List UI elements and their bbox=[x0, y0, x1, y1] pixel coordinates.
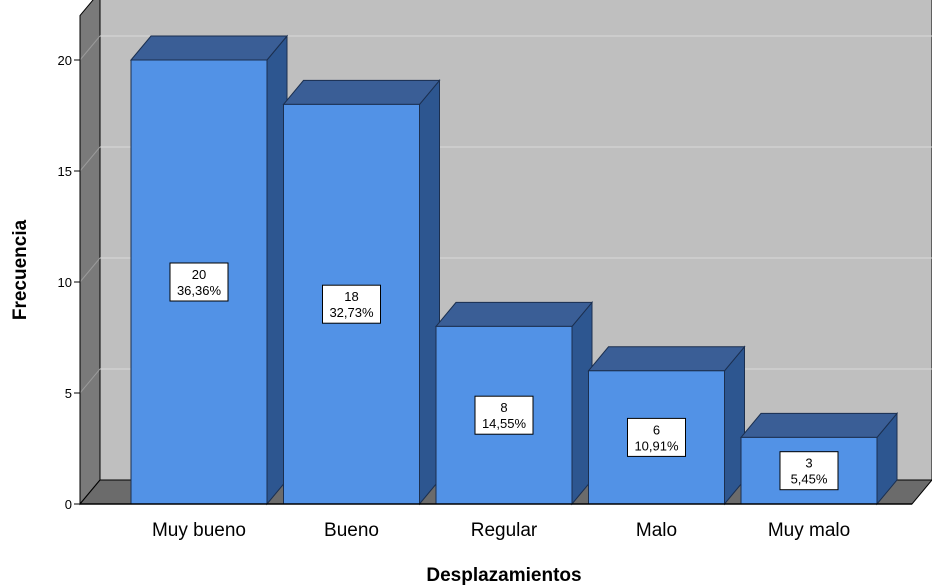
bar-top bbox=[434, 301, 594, 327]
bar-top bbox=[739, 412, 899, 438]
x-tick-label: Bueno bbox=[324, 520, 379, 541]
data-label-percent: 32,73% bbox=[329, 305, 374, 320]
x-tick-label: Muy malo bbox=[768, 520, 850, 541]
x-tick-label: Muy bueno bbox=[152, 520, 246, 541]
data-label-box bbox=[322, 284, 381, 324]
bar-top bbox=[282, 79, 441, 105]
data-label-count: 3 bbox=[805, 456, 812, 471]
data-label-box bbox=[169, 262, 229, 302]
y-tick-label: 20 bbox=[58, 53, 72, 68]
data-label-count: 20 bbox=[192, 267, 206, 282]
bar-top bbox=[129, 35, 289, 61]
y-tick-label: 5 bbox=[65, 386, 72, 401]
data-label-box bbox=[474, 395, 534, 435]
data-label-count: 6 bbox=[653, 422, 660, 437]
gridline-side bbox=[79, 368, 101, 394]
bar: 610,91% bbox=[587, 345, 746, 506]
data-label-count: 18 bbox=[344, 289, 358, 304]
y-axis-title: Frecuencia bbox=[10, 219, 31, 320]
data-label-count: 8 bbox=[500, 400, 507, 415]
y-tick-label: 10 bbox=[58, 275, 72, 290]
bar: 35,45% bbox=[739, 412, 899, 506]
data-label-box bbox=[779, 451, 839, 491]
x-axis: Muy bueno Bueno Regular Malo Muy malo bbox=[80, 503, 912, 541]
y-tick-label: 0 bbox=[65, 497, 72, 512]
data-label-box bbox=[627, 417, 686, 457]
plot-side-wall bbox=[79, 0, 101, 506]
bar-top bbox=[587, 346, 746, 372]
gridline-side bbox=[79, 146, 101, 172]
data-label-percent: 14,55% bbox=[482, 416, 527, 431]
data-label-percent: 36,36% bbox=[177, 283, 222, 298]
x-tick-label: Malo bbox=[636, 520, 677, 541]
x-axis-title: Desplazamientos bbox=[426, 565, 581, 585]
y-tick-label: 15 bbox=[58, 164, 72, 179]
x-tick-label: Regular bbox=[471, 520, 538, 541]
y-axis: 0 5 10 15 20 bbox=[58, 15, 81, 512]
bar: 814,55% bbox=[434, 301, 594, 506]
data-label-percent: 10,91% bbox=[634, 438, 679, 453]
gridline-side bbox=[79, 257, 101, 283]
data-label-percent: 5,45% bbox=[791, 472, 828, 487]
gridline-side bbox=[79, 35, 101, 61]
